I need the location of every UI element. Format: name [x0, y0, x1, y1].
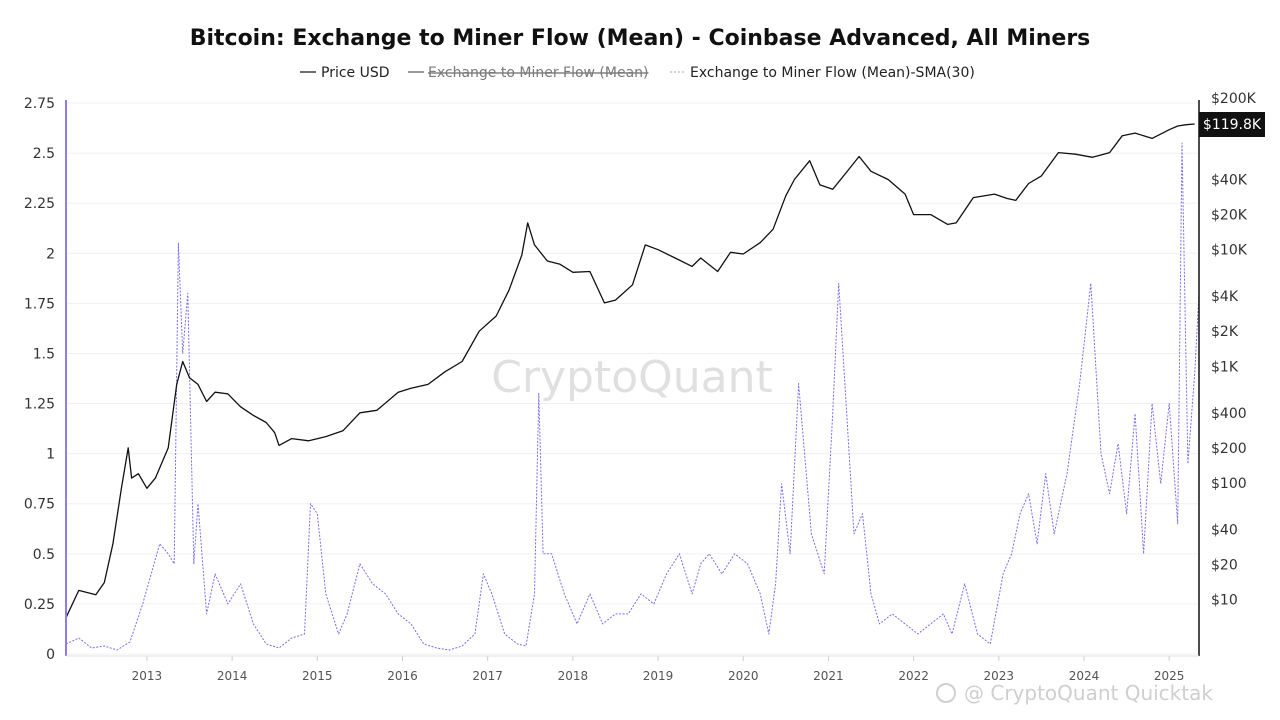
x-tick-label: 2019 [643, 669, 674, 683]
y-right-tick-label: $10K [1211, 243, 1248, 259]
chart-title: Bitcoin: Exchange to Miner Flow (Mean) -… [190, 26, 1091, 51]
credit: @ CryptoQuant Quicktak [936, 681, 1213, 705]
series-line-flow-sma [65, 142, 1200, 651]
credit-text: @ CryptoQuant Quicktak [964, 681, 1213, 705]
y-right-tick-label: $40 [1211, 522, 1238, 538]
y-left-tick-label: 0 [46, 647, 55, 663]
y-axis-left: 0 0.25 0.5 0.75 1 1.25 1.5 1.75 2 2.25 2.5 2.75 [24, 96, 55, 663]
y-left-tick-label: 0.75 [24, 497, 55, 513]
y-right-tick-label: $1K [1211, 359, 1239, 375]
y-left-tick-label: 1.25 [24, 397, 55, 413]
x-tick-label: 2024 [1069, 669, 1100, 683]
y-right-tick-label: $100 [1211, 476, 1247, 492]
series-line-price [65, 123, 1195, 618]
current-price-label: $119.8K [1203, 117, 1262, 133]
watermark: CryptoQuant [491, 352, 773, 403]
x-tick-label: 2014 [217, 669, 248, 683]
y-left-tick-label: 1.5 [33, 346, 55, 362]
y-left-tick-label: 2.5 [33, 146, 55, 162]
y-left-tick-label: 2 [46, 246, 55, 262]
legend: Price USD Exchange to Miner Flow (Mean) … [300, 65, 975, 81]
x-tick-label: 2023 [984, 669, 1015, 683]
legend-label-price: Price USD [321, 65, 390, 81]
x-tick-label: 2017 [472, 669, 503, 683]
grid [66, 102, 1199, 655]
y-left-tick-label: 1.75 [24, 296, 55, 312]
y-right-tick-label: $10 [1211, 593, 1238, 609]
x-tick-label: 2021 [813, 669, 844, 683]
series-layer [65, 123, 1200, 651]
current-price-badge: $119.8K [1199, 112, 1265, 137]
y-right-tick-label: $400 [1211, 406, 1247, 422]
y-left-tick-label: 0.5 [33, 547, 55, 563]
x-tick-label: 2018 [558, 669, 589, 683]
y-right-tick-label: $4K [1211, 289, 1239, 305]
x-tick-label: 2015 [302, 669, 333, 683]
credit-logo-icon [936, 683, 956, 703]
y-left-tick-label: 1 [46, 447, 55, 463]
x-tick-label: 2016 [387, 669, 418, 683]
x-tick-label: 2020 [728, 669, 759, 683]
y-right-tick-label: $20K [1211, 208, 1248, 224]
y-right-tick-label: $20 [1211, 557, 1238, 573]
legend-label-flow-sma: Exchange to Miner Flow (Mean)-SMA(30) [690, 65, 975, 81]
y-right-tick-label: $40K [1211, 173, 1248, 189]
x-tick-label: 2025 [1154, 669, 1185, 683]
y-right-tick-label: $200 [1211, 441, 1247, 457]
x-tick-label: 2022 [898, 669, 929, 683]
y-left-tick-label: 2.25 [24, 196, 55, 212]
x-tick-label: 2013 [132, 669, 163, 683]
y-axis-right: $10 $20 $40 $100 $200 $400 $1K $2K $4K $10K $20K $4… [1211, 91, 1257, 609]
y-right-tick-label: $200K [1211, 91, 1257, 107]
x-axis: 2013 2014 2015 2016 2017 2018 2019 2020 2021 2022… [132, 656, 1185, 683]
y-right-tick-label: $2K [1211, 324, 1239, 340]
legend-item-flow-mean[interactable]: Exchange to Miner Flow (Mean) [408, 65, 649, 81]
legend-item-price[interactable]: Price USD [300, 65, 390, 81]
legend-item-flow-sma[interactable]: Exchange to Miner Flow (Mean)-SMA(30) [670, 65, 975, 81]
y-left-tick-label: 2.75 [24, 96, 55, 112]
legend-label-flow-mean: Exchange to Miner Flow (Mean) [428, 65, 649, 81]
y-left-tick-label: 0.25 [24, 597, 55, 613]
